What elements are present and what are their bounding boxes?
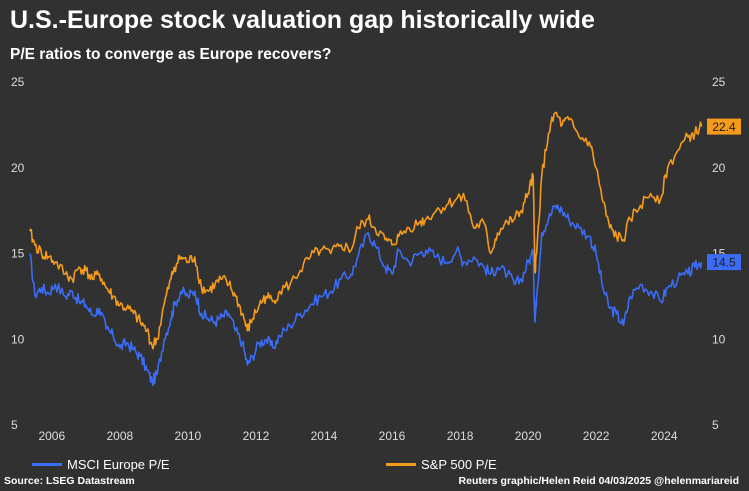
x-tick-label: 2018 [447, 429, 474, 443]
x-tick-label: 2022 [583, 429, 610, 443]
legend-swatch-sp500 [386, 462, 416, 466]
legend-label-msci-europe: MSCI Europe P/E [67, 456, 170, 472]
y-tick-label-right: 10 [712, 332, 726, 346]
credit-note: Reuters graphic/Helen Reid 04/03/2025 @h… [458, 475, 739, 487]
series-line-sp500 [28, 111, 703, 350]
x-tick-label: 2012 [243, 429, 270, 443]
y-tick-label-right: 20 [712, 161, 726, 175]
series-line-msci-europe [28, 204, 703, 387]
y-tick-label-right: 5 [712, 418, 719, 432]
end-label-msci-europe: 14.5 [712, 256, 736, 270]
x-tick-label: 2016 [379, 429, 406, 443]
y-tick-label-right: 25 [712, 75, 726, 89]
y-tick-label-left: 25 [11, 75, 25, 89]
legend-swatch-msci-europe [32, 462, 62, 466]
legend-label-sp500: S&P 500 P/E [421, 456, 497, 472]
x-tick-label: 2024 [651, 429, 678, 443]
x-tick-label: 2020 [515, 429, 542, 443]
source-note: Source: LSEG Datastream [4, 475, 135, 487]
y-tick-label-left: 10 [11, 332, 25, 346]
y-tick-label-left: 20 [11, 161, 25, 175]
x-tick-label: 2008 [107, 429, 134, 443]
legend-entry-msci-europe: MSCI Europe P/E [32, 456, 170, 472]
end-label-box-msci-europe [707, 254, 741, 271]
chart-subtitle: P/E ratios to converge as Europe recover… [10, 46, 332, 63]
legend-entry-sp500: S&P 500 P/E [386, 456, 497, 472]
end-label-box-sp500 [707, 118, 741, 135]
y-tick-label-left: 15 [11, 247, 25, 261]
y-tick-label-left: 5 [11, 418, 18, 432]
end-label-sp500: 22.4 [712, 120, 736, 134]
x-tick-label: 2014 [311, 429, 338, 443]
chart-title: U.S.-Europe stock valuation gap historic… [10, 6, 595, 34]
x-tick-label: 2006 [38, 429, 65, 443]
x-tick-label: 2010 [175, 429, 202, 443]
